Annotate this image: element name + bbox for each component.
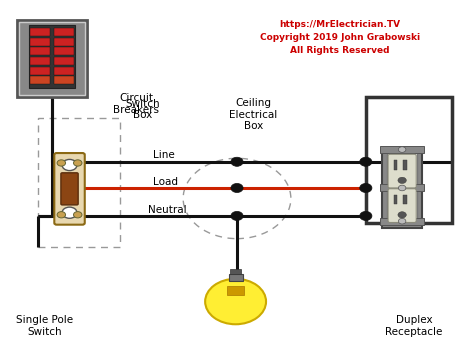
Text: Ceiling
Electrical
Box: Ceiling Electrical Box: [229, 98, 277, 131]
FancyBboxPatch shape: [228, 274, 243, 280]
FancyBboxPatch shape: [55, 38, 74, 45]
FancyBboxPatch shape: [55, 47, 74, 55]
Circle shape: [231, 184, 243, 192]
Circle shape: [62, 159, 77, 171]
Text: Line: Line: [153, 150, 174, 160]
FancyBboxPatch shape: [55, 153, 85, 225]
Text: Neutral: Neutral: [148, 204, 187, 215]
FancyBboxPatch shape: [227, 286, 244, 295]
Circle shape: [73, 212, 82, 218]
Circle shape: [398, 218, 406, 224]
Circle shape: [231, 211, 243, 220]
FancyBboxPatch shape: [30, 38, 50, 45]
FancyBboxPatch shape: [55, 67, 74, 75]
FancyBboxPatch shape: [403, 160, 407, 170]
FancyBboxPatch shape: [387, 151, 417, 225]
FancyBboxPatch shape: [393, 160, 397, 170]
Circle shape: [73, 160, 82, 166]
FancyBboxPatch shape: [30, 76, 50, 84]
FancyBboxPatch shape: [30, 57, 50, 65]
Text: https://MrElectrician.TV
Copyright 2019 John Grabowski
All Rights Reserved: https://MrElectrician.TV Copyright 2019 …: [260, 20, 420, 55]
FancyBboxPatch shape: [230, 269, 241, 274]
Circle shape: [57, 212, 65, 218]
Text: Duplex
Receptacle: Duplex Receptacle: [385, 315, 443, 337]
FancyBboxPatch shape: [380, 218, 424, 225]
FancyBboxPatch shape: [61, 173, 78, 205]
FancyBboxPatch shape: [28, 26, 75, 88]
Circle shape: [398, 185, 406, 191]
Circle shape: [398, 147, 406, 152]
FancyBboxPatch shape: [393, 195, 397, 204]
Circle shape: [62, 207, 77, 218]
FancyBboxPatch shape: [17, 20, 87, 97]
FancyBboxPatch shape: [380, 146, 424, 153]
Circle shape: [205, 279, 266, 324]
FancyBboxPatch shape: [403, 195, 407, 204]
FancyBboxPatch shape: [55, 57, 74, 65]
Circle shape: [57, 160, 65, 166]
FancyBboxPatch shape: [380, 185, 424, 191]
Circle shape: [360, 211, 372, 220]
Text: Load: Load: [153, 177, 178, 187]
FancyBboxPatch shape: [30, 47, 50, 55]
FancyBboxPatch shape: [388, 154, 416, 188]
FancyBboxPatch shape: [55, 76, 74, 84]
Circle shape: [360, 157, 372, 166]
FancyBboxPatch shape: [30, 67, 50, 75]
FancyBboxPatch shape: [30, 28, 50, 36]
FancyBboxPatch shape: [382, 148, 422, 228]
Circle shape: [398, 177, 406, 184]
Text: Single Pole
Switch: Single Pole Switch: [17, 315, 73, 337]
Text: Circuit
Breakers: Circuit Breakers: [113, 93, 159, 115]
Circle shape: [231, 157, 243, 166]
FancyBboxPatch shape: [388, 189, 416, 222]
Circle shape: [398, 212, 406, 218]
FancyBboxPatch shape: [55, 28, 74, 36]
Text: Switch
Box: Switch Box: [125, 99, 160, 120]
Circle shape: [360, 184, 372, 192]
